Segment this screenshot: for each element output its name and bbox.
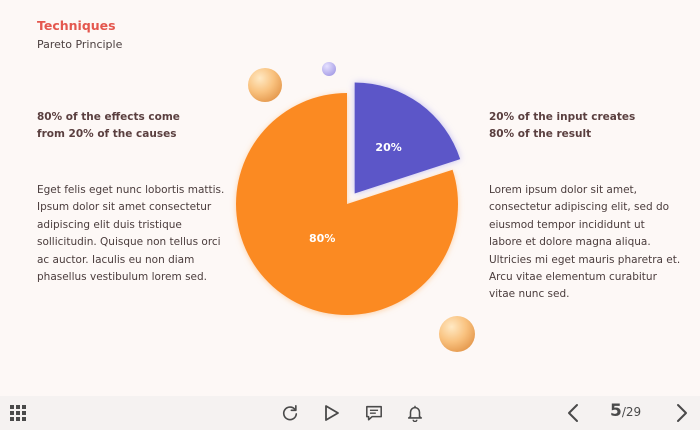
right-body-text: Lorem ipsum dolor sit amet, consectetur … — [489, 182, 689, 304]
left-body-line: Ipsum dolor sit amet consectetur — [37, 201, 212, 214]
right-body-line: vitae nunc sed. — [489, 288, 570, 301]
left-body-line: adipiscing elit duis tristique — [37, 218, 182, 231]
player-toolbar — [0, 396, 700, 430]
page-current: 5 — [610, 401, 622, 421]
pie-slice-label: 80% — [309, 232, 335, 245]
slide-subtitle: Pareto Principle — [37, 38, 123, 51]
left-body-line: Eget felis eget nunc lobortis mattis. — [37, 184, 225, 196]
right-body-line: consectetur adipiscing elit, sed do — [489, 201, 670, 214]
replay-icon[interactable] — [279, 402, 301, 424]
right-heading-line: 20% of the input creates — [489, 111, 636, 123]
pie-slice — [354, 82, 461, 194]
left-heading-line: 80% of the effects come — [37, 111, 180, 123]
left-body-line: sollicitudin. Quisque non tellus orci — [37, 236, 221, 249]
page-total: 29 — [625, 405, 642, 419]
right-body-line: labore et dolore magna aliqua. — [489, 236, 651, 249]
page-separator: / — [621, 405, 626, 419]
bell-icon[interactable] — [404, 402, 426, 424]
right-heading-line: 80% of the result — [489, 128, 592, 140]
chevron-right-icon[interactable] — [672, 401, 692, 425]
left-heading-line: from 20% of the causes — [37, 128, 177, 140]
left-body-line: ac auctor. Iaculis eu non diam — [37, 253, 195, 266]
left-heading: 80% of the effects come from 20% of the … — [37, 109, 217, 143]
slide-title: Techniques — [37, 18, 116, 33]
right-heading: 20% of the input creates 80% of the resu… — [489, 109, 669, 143]
left-body-text: Eget felis eget nunc lobortis mattis. Ip… — [37, 182, 237, 286]
decorative-sphere — [439, 316, 475, 352]
decorative-sphere-small — [322, 62, 336, 76]
play-icon[interactable] — [321, 402, 343, 424]
pie-slice — [236, 93, 458, 315]
comment-icon[interactable] — [363, 402, 385, 424]
pie-chart: 20% 80% — [236, 62, 475, 352]
right-body-line: Arcu vitae elementum curabitur — [489, 271, 657, 284]
right-body-line: Ultricies mi eget mauris pharetra et. — [489, 253, 681, 266]
slide: Techniques Pareto Principle 80% of the e… — [37, 18, 689, 352]
left-body-line: phasellus vestibulum lorem sed. — [37, 271, 208, 284]
right-body-line: eiusmod tempor incididunt ut — [489, 218, 645, 231]
pie-slice-label: 20% — [375, 141, 401, 154]
decorative-sphere — [248, 68, 282, 102]
grid-menu-icon[interactable] — [8, 403, 28, 423]
right-body-line: Lorem ipsum dolor sit amet, — [489, 184, 637, 196]
chevron-left-icon[interactable] — [563, 401, 583, 425]
page-counter: 5 / 29 — [610, 401, 641, 425]
